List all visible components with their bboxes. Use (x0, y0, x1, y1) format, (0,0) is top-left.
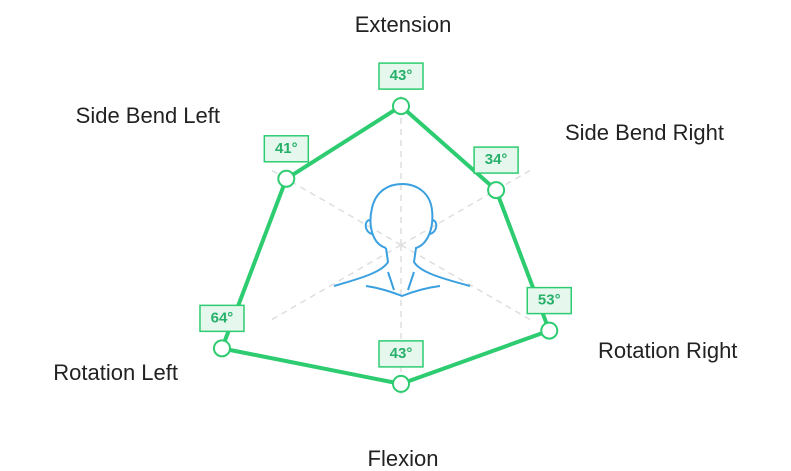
category-label: Side Bend Right (565, 120, 724, 145)
category-label: Flexion (368, 446, 439, 471)
point (487, 181, 506, 200)
category-label: Side Bend Left (76, 103, 220, 128)
value-label: 34° (485, 151, 508, 168)
value-label: 43° (390, 345, 413, 362)
spoke (400, 169, 532, 246)
value-box (263, 135, 310, 163)
value-box (526, 286, 573, 315)
value-label: 64° (211, 309, 234, 326)
spoke (400, 244, 532, 321)
value-label: 41° (275, 140, 298, 157)
value-box (473, 146, 519, 174)
point (392, 374, 410, 393)
point (540, 321, 559, 340)
value-box (199, 304, 245, 333)
spoke (270, 244, 402, 321)
value-label: 43° (390, 67, 413, 84)
point (392, 97, 410, 116)
head-icon (333, 182, 471, 298)
value-label: 53° (538, 292, 561, 309)
value-box (378, 340, 424, 368)
value-box (378, 62, 424, 90)
category-label: Extension (355, 12, 452, 37)
point (277, 169, 296, 188)
category-label: Rotation Right (598, 338, 737, 363)
point (212, 339, 231, 358)
category-label: Rotation Left (53, 360, 178, 385)
